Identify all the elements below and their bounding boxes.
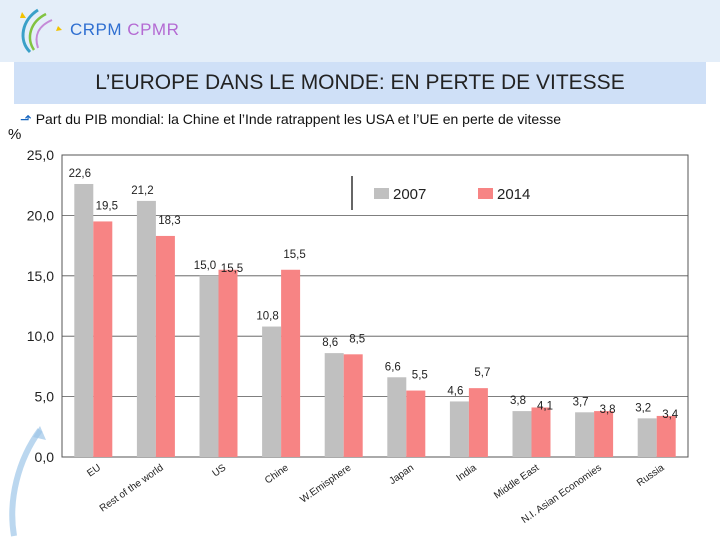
y-axis-unit: % bbox=[8, 126, 22, 143]
bar-2014 bbox=[155, 235, 175, 457]
bar-2007 bbox=[637, 418, 657, 457]
bar-2007 bbox=[74, 183, 94, 457]
y-tick-label: 0,0 bbox=[35, 449, 55, 465]
data-label-2007: 8,6 bbox=[322, 337, 338, 349]
data-label-2007: 3,7 bbox=[573, 396, 589, 408]
bar-2007 bbox=[512, 411, 532, 457]
brand-cpmr: CPMR bbox=[127, 20, 180, 39]
bar-2014 bbox=[218, 269, 238, 457]
page-title: L’EUROPE DANS LE MONDE: EN PERTE DE VITE… bbox=[95, 71, 625, 94]
bar-2014 bbox=[594, 411, 614, 457]
bar-2014 bbox=[406, 390, 426, 457]
bar-2014 bbox=[281, 269, 301, 457]
x-tick-label: W.Emisphere bbox=[298, 462, 353, 505]
brand-crpm: CRPM bbox=[70, 20, 123, 39]
x-tick-label: India bbox=[455, 462, 479, 484]
x-tick-label: Middle East bbox=[492, 462, 541, 501]
data-label-2014: 3,8 bbox=[600, 404, 616, 416]
x-tick-label: Rest of the world bbox=[98, 462, 166, 514]
y-tick-label: 5,0 bbox=[35, 389, 55, 405]
data-label-2014: 15,5 bbox=[283, 249, 305, 261]
legend-label-2014: 2014 bbox=[497, 186, 530, 203]
arrow-bullet-icon: ⬏ bbox=[20, 111, 32, 127]
data-label-2014: 5,7 bbox=[474, 367, 490, 379]
data-label-2007: 10,8 bbox=[256, 311, 278, 323]
subtitle-text: Part du PIB mondial: la Chine et l’Inde … bbox=[35, 111, 561, 127]
legend-swatch-2014 bbox=[478, 188, 493, 199]
x-tick-label: Chine bbox=[263, 462, 291, 486]
data-label-2014: 5,5 bbox=[412, 370, 428, 382]
data-label-2014: 8,5 bbox=[349, 333, 365, 345]
bar-2014 bbox=[468, 388, 488, 457]
bar-2007 bbox=[262, 326, 282, 457]
data-label-2007: 21,2 bbox=[131, 185, 153, 197]
data-label-2007: 22,6 bbox=[69, 168, 91, 180]
y-tick-label: 20,0 bbox=[27, 207, 54, 223]
legend-label-2007: 2007 bbox=[393, 186, 426, 203]
subtitle: ⬏ Part du PIB mondial: la Chine et l’Inde… bbox=[20, 111, 561, 128]
data-label-2014: 3,4 bbox=[662, 409, 679, 421]
data-label-2007: 4,6 bbox=[447, 385, 463, 397]
plot-area bbox=[61, 154, 689, 458]
data-label-2007: 3,2 bbox=[635, 402, 651, 414]
x-tick-label: Japan bbox=[387, 462, 416, 487]
bar-2007 bbox=[136, 200, 156, 458]
data-label-2007: 3,8 bbox=[510, 395, 526, 407]
bar-2007 bbox=[575, 412, 595, 457]
y-tick-label: 25,0 bbox=[27, 147, 54, 163]
bar-2007 bbox=[324, 353, 344, 457]
brand-name: CRPM CPMR bbox=[70, 20, 179, 40]
data-label-2007: 6,6 bbox=[385, 361, 401, 373]
bar-2007 bbox=[449, 401, 469, 457]
bar-2014 bbox=[531, 407, 551, 457]
data-label-2014: 18,3 bbox=[158, 215, 180, 227]
y-tick-label: 15,0 bbox=[27, 268, 54, 284]
bar-2014 bbox=[343, 354, 363, 457]
swoosh-decoration bbox=[9, 426, 46, 537]
bar-2007 bbox=[387, 377, 407, 457]
x-tick-label: US bbox=[211, 462, 229, 479]
data-label-2007: 15,0 bbox=[194, 260, 216, 272]
y-tick-label: 10,0 bbox=[27, 328, 54, 344]
x-tick-label: Russia bbox=[635, 462, 667, 489]
data-label-2014: 4,1 bbox=[537, 400, 553, 412]
data-label-2014: 15,5 bbox=[221, 263, 243, 275]
title-box: L’EUROPE DANS LE MONDE: EN PERTE DE VITE… bbox=[14, 62, 706, 104]
crpm-logo-icon bbox=[20, 8, 62, 54]
bar-2014 bbox=[656, 415, 676, 457]
data-label-2014: 19,5 bbox=[96, 200, 118, 212]
bar-2014 bbox=[93, 221, 113, 457]
bar-2007 bbox=[199, 275, 219, 457]
legend-swatch-2007 bbox=[374, 188, 389, 199]
x-tick-label: EU bbox=[85, 462, 103, 479]
header-band bbox=[0, 0, 720, 62]
